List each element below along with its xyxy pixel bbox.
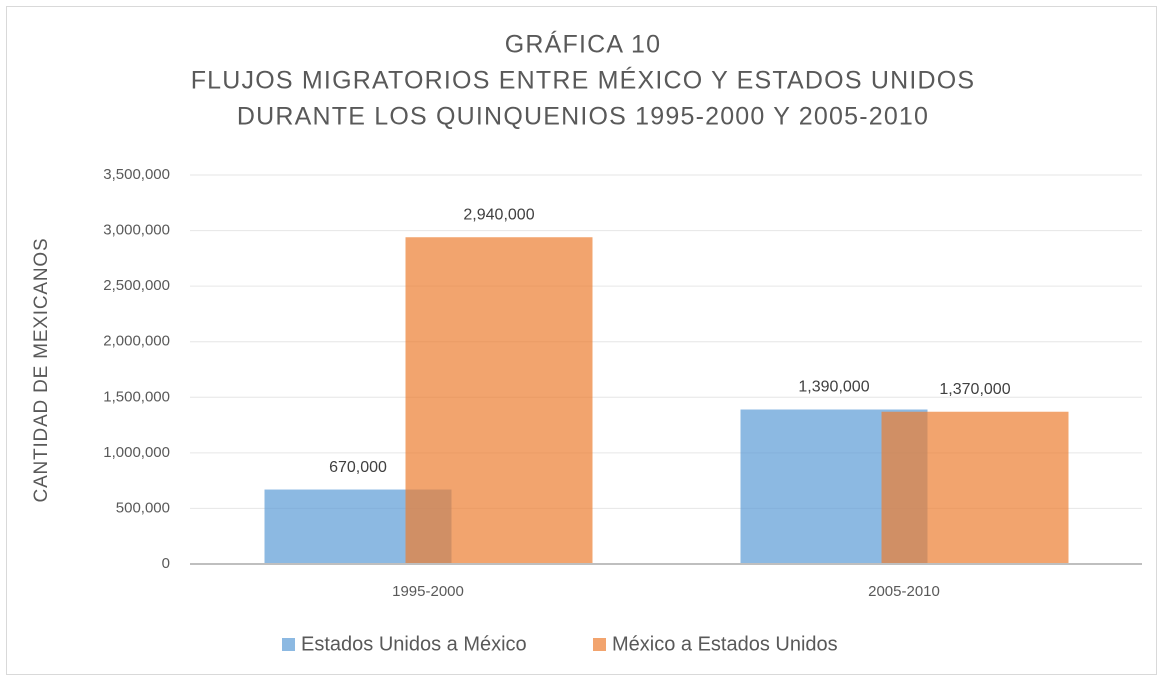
data-label: 1,390,000	[798, 379, 869, 396]
legend-swatch	[593, 638, 606, 651]
data-label: 2,940,000	[463, 206, 534, 223]
chart-title: GRÁFICA 10	[505, 30, 662, 59]
legend-label: México a Estados Unidos	[612, 633, 838, 655]
bar	[405, 237, 593, 565]
chart-title: FLUJOS MIGRATORIOS ENTRE MÉXICO Y ESTADO…	[191, 66, 976, 95]
y-tick-label: 3,500,000	[103, 166, 170, 183]
y-tick-label: 2,000,000	[103, 333, 170, 350]
data-label: 670,000	[329, 459, 387, 476]
y-tick-label: 3,000,000	[103, 222, 170, 239]
bar	[881, 411, 1069, 564]
y-tick-label: 2,500,000	[103, 277, 170, 294]
y-tick-label: 500,000	[116, 499, 170, 516]
legend-swatch	[282, 638, 295, 651]
y-axis-title: CANTIDAD DE MEXICANOS	[31, 238, 52, 503]
x-tick-label: 2005-2010	[868, 583, 940, 600]
legend-label: Estados Unidos a México	[301, 633, 527, 655]
y-tick-label: 1,500,000	[103, 388, 170, 405]
data-label: 1,370,000	[939, 381, 1010, 398]
chart-title: DURANTE LOS QUINQUENIOS 1995-2000 Y 2005…	[237, 103, 929, 131]
y-tick-label: 1,000,000	[103, 444, 170, 461]
y-tick-label: 0	[162, 555, 170, 572]
x-tick-label: 1995-2000	[392, 583, 464, 600]
